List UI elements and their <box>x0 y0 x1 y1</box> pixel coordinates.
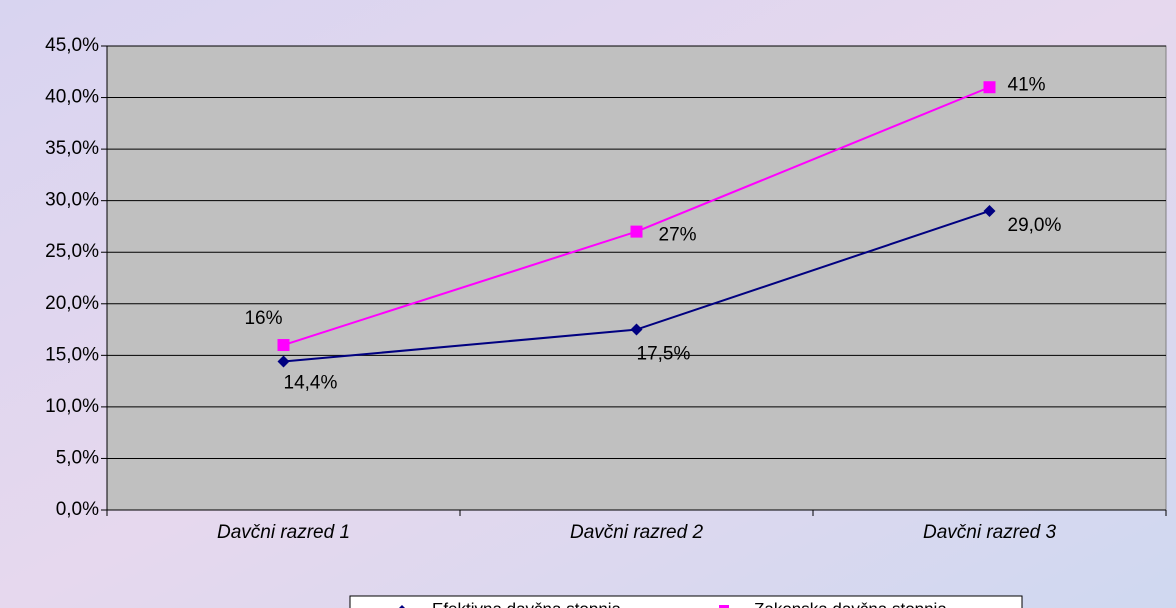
legend-label: Efektivna davčna stopnja <box>432 599 622 608</box>
plot-area <box>106 45 1167 511</box>
marker <box>630 323 643 336</box>
y-tick-label: 15,0% <box>45 344 99 365</box>
y-tick-label: 40,0% <box>45 87 99 108</box>
y-tick-label: 25,0% <box>45 241 99 262</box>
data-label: 16% <box>244 308 282 329</box>
y-tick-label: 20,0% <box>45 293 99 314</box>
legend-marker <box>719 605 729 608</box>
data-label: 29,0% <box>1008 215 1062 236</box>
data-label: 27% <box>659 225 697 246</box>
x-tick-label: Davčni razred 1 <box>217 522 350 543</box>
data-label: 14,4% <box>284 373 338 394</box>
data-label: 17,5% <box>637 344 691 365</box>
y-tick-label: 30,0% <box>45 190 99 211</box>
marker <box>983 204 996 217</box>
y-tick-label: 35,0% <box>45 138 99 159</box>
legend-label: Zakonska davčna stopnja <box>754 599 947 608</box>
y-tick-label: 0,0% <box>56 499 99 520</box>
data-label: 41% <box>1008 74 1046 95</box>
marker <box>277 339 290 352</box>
x-tick-label: Davčni razred 3 <box>923 522 1056 543</box>
y-tick-label: 5,0% <box>56 447 99 468</box>
legend-marker <box>399 605 405 608</box>
marker <box>983 81 996 94</box>
marker <box>277 355 290 368</box>
y-tick-label: 10,0% <box>45 396 99 417</box>
x-tick-label: Davčni razred 2 <box>570 522 703 543</box>
marker <box>630 225 643 238</box>
y-tick-label: 45,0% <box>45 35 99 56</box>
legend <box>349 595 1023 608</box>
